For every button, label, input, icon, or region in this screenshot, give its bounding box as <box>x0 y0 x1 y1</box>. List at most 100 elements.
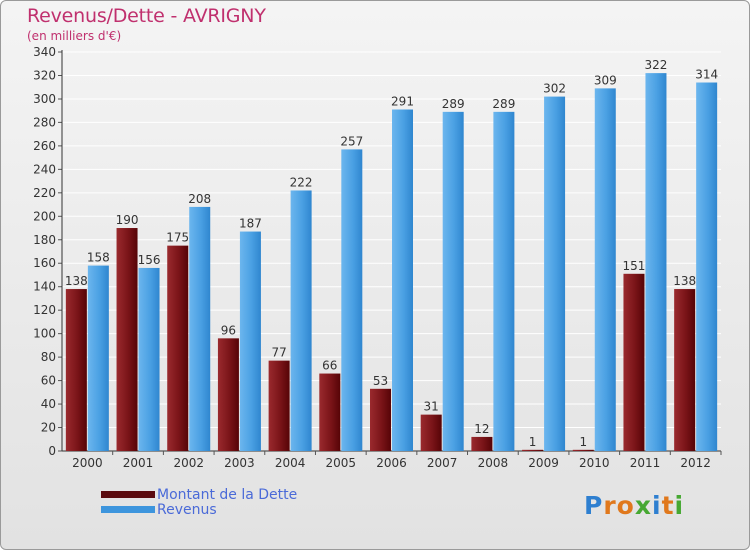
bar-dette <box>522 449 544 451</box>
x-tick-label: 2000 <box>72 456 103 470</box>
x-tick-label: 2007 <box>427 456 458 470</box>
x-tick-label: 2006 <box>376 456 407 470</box>
bar-dette <box>268 360 290 451</box>
value-label: 257 <box>340 134 363 148</box>
legend-item-revenus: Revenus <box>101 501 217 518</box>
y-tick-label: 160 <box>33 256 56 270</box>
y-tick-label: 140 <box>33 280 56 294</box>
bar-dette <box>65 289 87 451</box>
y-tick-label: 20 <box>41 421 56 435</box>
bar-revenus <box>290 190 312 451</box>
value-label: 289 <box>442 97 465 111</box>
value-label: 31 <box>424 400 439 414</box>
y-tick-label: 40 <box>41 397 56 411</box>
bar-dette <box>319 373 341 451</box>
bar-dette <box>572 449 594 451</box>
value-label: 314 <box>695 68 718 82</box>
bar-revenus <box>87 265 109 451</box>
value-label: 12 <box>474 422 489 436</box>
y-tick-label: 220 <box>33 186 56 200</box>
proxiti-logo: Proxiti <box>584 491 684 520</box>
bar-revenus <box>392 109 413 452</box>
bar-dette <box>674 289 696 451</box>
value-label: 309 <box>594 73 617 87</box>
y-tick-label: 180 <box>33 233 56 247</box>
bar-dette <box>116 228 138 451</box>
x-tick-label: 2012 <box>680 456 711 470</box>
value-label: 53 <box>373 374 388 388</box>
logo-letter: i <box>652 491 662 520</box>
x-tick-label: 2010 <box>579 456 610 470</box>
value-label: 322 <box>645 58 668 72</box>
bars <box>65 73 718 452</box>
value-label: 289 <box>492 97 515 111</box>
value-label: 175 <box>166 231 189 245</box>
bar-dette <box>370 388 391 451</box>
bar-revenus <box>239 231 261 451</box>
y-tick-label: 0 <box>48 444 56 458</box>
legend-item-dette: Montant de la Dette <box>101 486 298 503</box>
value-label: 187 <box>239 217 262 231</box>
y-tick-label: 60 <box>41 374 56 388</box>
value-labels: 138 190 175 96 77 66 53 31 12 1 1 151 138 158 156 208 18… <box>65 58 718 449</box>
y-tick-label: 240 <box>33 162 56 176</box>
value-label: 156 <box>138 253 161 267</box>
y-tick-label: 280 <box>33 115 56 129</box>
legend-label-dette: Montant de la Dette <box>157 486 298 503</box>
legend-swatch-revenus <box>101 506 155 513</box>
value-label: 1 <box>579 435 587 449</box>
grid-lines <box>62 51 721 452</box>
chart-title: Revenus/Dette - AVRIGNY <box>27 5 266 27</box>
value-label: 302 <box>543 82 566 96</box>
x-tick-label: 2008 <box>478 456 509 470</box>
value-label: 1 <box>529 435 537 449</box>
y-tick-label: 80 <box>41 350 56 364</box>
y-tick-label: 260 <box>33 139 56 153</box>
logo-letter: r <box>603 491 617 520</box>
value-label: 190 <box>116 213 139 227</box>
legend-swatch-dette <box>101 491 155 498</box>
value-label: 138 <box>673 274 696 288</box>
bar-revenus <box>594 88 616 452</box>
value-label: 208 <box>188 192 211 206</box>
y-tick-label: 120 <box>33 303 56 317</box>
x-tick-label: 2005 <box>326 456 357 470</box>
x-tick-label: 2009 <box>528 456 559 470</box>
y-tick-label: 340 <box>33 45 56 59</box>
y-tick-label: 100 <box>33 327 56 341</box>
legend-label-revenus: Revenus <box>157 501 217 518</box>
value-label: 151 <box>623 259 646 273</box>
bar-dette <box>471 436 493 451</box>
bar-revenus <box>696 82 718 451</box>
x-tick-label: 2011 <box>630 456 661 470</box>
logo-letter: i <box>674 491 685 520</box>
bar-dette <box>167 245 189 451</box>
value-label: 96 <box>221 323 236 337</box>
logo-letter: o <box>616 491 635 520</box>
bar-revenus <box>189 206 211 451</box>
chart-subtitle: (en milliers d'€) <box>27 29 122 43</box>
x-tick-label: 2003 <box>224 456 255 470</box>
bar-revenus <box>442 111 464 451</box>
axes: 0 20 40 60 80 100 120 140 160 180 200 220 240 260 280 3… <box>33 45 722 470</box>
bar-dette <box>623 273 645 451</box>
logo-letter: P <box>584 491 604 520</box>
bar-revenus <box>645 73 667 451</box>
bar-revenus <box>493 111 515 451</box>
bar-revenus <box>544 96 566 451</box>
x-tick-label: 2002 <box>173 456 204 470</box>
value-label: 77 <box>271 346 286 360</box>
bar-revenus <box>341 149 363 451</box>
logo-letter: t <box>661 491 675 520</box>
value-label: 138 <box>65 274 88 288</box>
bar-revenus <box>138 267 160 451</box>
y-tick-label: 200 <box>33 209 56 223</box>
value-label: 291 <box>391 95 414 109</box>
y-tick-label: 320 <box>33 68 56 82</box>
value-label: 222 <box>290 175 313 189</box>
x-tick-label: 2001 <box>123 456 154 470</box>
logo-letter: x <box>634 491 652 520</box>
value-label: 66 <box>322 359 337 373</box>
